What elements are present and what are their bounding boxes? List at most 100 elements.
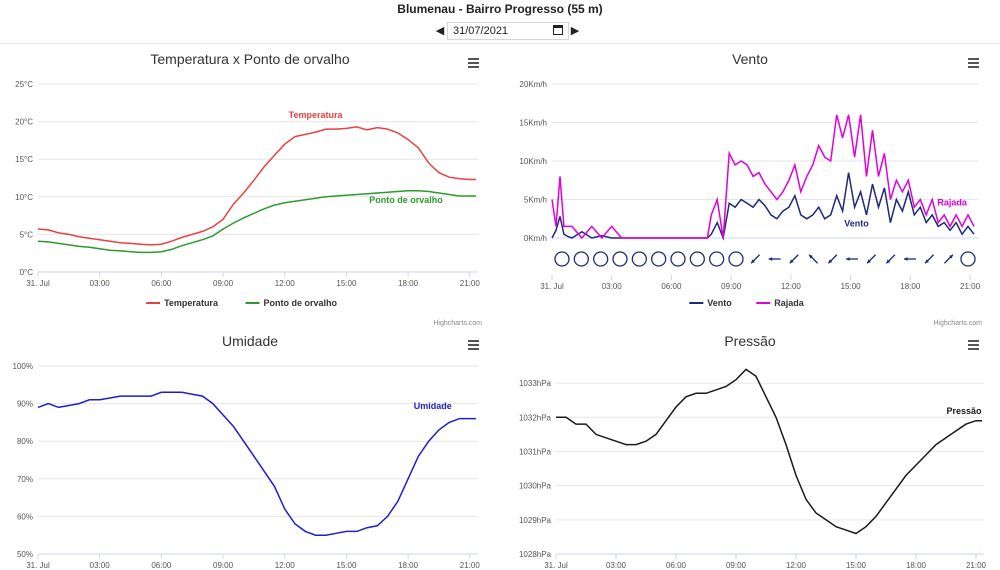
x-tick-label: 18:00 xyxy=(398,561,419,570)
series-line-rajada xyxy=(551,114,975,240)
arrow-head xyxy=(768,257,773,261)
x-tick-label: 06:00 xyxy=(151,279,172,288)
y-tick-label: 1030hPa xyxy=(519,482,552,491)
series-line-umidade xyxy=(37,391,476,536)
x-tick-label: 15:00 xyxy=(841,282,862,291)
arrow-sw-icon xyxy=(750,254,761,264)
arrow-w-icon xyxy=(904,257,916,261)
chart-title: Vento xyxy=(732,51,768,67)
series-label: Pressão xyxy=(946,406,982,416)
menu-icon-bar xyxy=(968,58,979,60)
x-tick-label: 31. Jul xyxy=(26,279,50,288)
chart-title: Pressão xyxy=(724,333,776,349)
x-tick-label: 21:00 xyxy=(966,561,987,570)
arrow-sw-icon xyxy=(866,254,877,264)
x-tick-label: 15:00 xyxy=(336,561,357,570)
y-tick-label: 1029hPa xyxy=(519,516,552,525)
menu-icon-bar xyxy=(468,340,479,342)
arrow-w-icon xyxy=(768,257,781,261)
x-tick-label: 31. Jul xyxy=(544,561,568,570)
y-tick-label: 1032hPa xyxy=(519,413,552,422)
menu-icon-bar xyxy=(968,348,979,350)
y-tick-label: 15Km/h xyxy=(519,119,547,128)
chart-umidade: Umidade 50% 60% 70% 80% 90% 100% 31. Jul 03:00 06… xyxy=(13,333,481,570)
x-tick-label: 12:00 xyxy=(275,279,296,288)
date-input[interactable]: 31/07/2021 xyxy=(447,22,569,40)
series-line-temperatura xyxy=(37,126,476,246)
calm-icon xyxy=(612,251,628,267)
x-tick-label: 21:00 xyxy=(460,561,481,570)
arrow-sw-icon xyxy=(789,254,799,264)
y-tick-label: 70% xyxy=(17,475,33,484)
series-label: Ponto de orvalho xyxy=(369,195,443,205)
date-value: 31/07/2021 xyxy=(453,25,509,37)
y-tick-label: 10Km/h xyxy=(519,157,547,166)
calendar-icon[interactable] xyxy=(553,25,563,35)
y-tick-label: 1028hPa xyxy=(519,550,552,559)
x-tick-label: 21:00 xyxy=(460,279,481,288)
calm-icon xyxy=(651,251,667,267)
header-divider xyxy=(0,43,1000,44)
menu-icon-bar xyxy=(468,344,479,346)
x-tick-label: 18:00 xyxy=(398,279,419,288)
arrow-w-icon xyxy=(846,257,858,261)
panel-vento: Vento 0Km/h 5Km/h 10Km/h 15Km/h 20Km/h 31. Jul… xyxy=(500,44,1000,328)
y-tick-label: 25°C xyxy=(15,80,33,89)
calm-icon xyxy=(670,251,686,267)
caret-left-icon[interactable]: ◀ xyxy=(435,25,445,37)
series-line-pressão xyxy=(556,368,982,535)
menu-icon-bar xyxy=(968,66,979,68)
menu-icon-bar xyxy=(968,344,979,346)
y-tick-label: 60% xyxy=(17,512,33,521)
x-tick-label: 06:00 xyxy=(661,282,682,291)
menu-icon-bar xyxy=(968,340,979,342)
chart-temperatura: Temperatura x Ponto de orvalho 0°C 5°C 10°C… xyxy=(15,51,482,327)
menu-icon[interactable] xyxy=(968,58,979,68)
y-tick-label: 90% xyxy=(17,400,33,409)
chart-title: Temperatura x Ponto de orvalho xyxy=(150,51,349,67)
menu-icon-bar xyxy=(968,62,979,64)
series-line-ponto-de-orvalho xyxy=(37,190,476,254)
arrow-head xyxy=(925,259,929,264)
y-tick-label: 10°C xyxy=(15,193,33,202)
y-tick-label: 80% xyxy=(17,437,33,446)
y-tick-label: 0°C xyxy=(20,268,34,277)
y-tick-label: 15°C xyxy=(15,155,33,164)
legend-item[interactable]: Temperatura xyxy=(146,298,219,308)
legend-label: Ponto de orvalho xyxy=(264,298,338,308)
x-tick-label: 15:00 xyxy=(846,561,867,570)
legend-item[interactable]: Ponto de orvalho xyxy=(245,298,338,308)
caret-right-icon[interactable]: ▶ xyxy=(570,25,580,37)
x-tick-label: 09:00 xyxy=(726,561,747,570)
calm-icon xyxy=(689,251,705,267)
arrow-head xyxy=(789,259,794,264)
arrow-sw-icon xyxy=(924,254,935,264)
x-tick-label: 12:00 xyxy=(781,282,802,291)
series-label: Umidade xyxy=(414,401,452,411)
chart-title: Umidade xyxy=(222,333,278,349)
chart-pressao: Pressão 1028hPa 1029hPa 1030hPa 1031hPa 1032h… xyxy=(519,333,987,570)
legend-item[interactable]: Vento xyxy=(689,298,732,308)
y-tick-label: 0Km/h xyxy=(524,234,547,243)
x-tick-label: 31. Jul xyxy=(540,282,564,291)
chart-vento: Vento 0Km/h 5Km/h 10Km/h 15Km/h 20Km/h 31. Jul… xyxy=(519,51,982,327)
menu-icon[interactable] xyxy=(468,58,479,68)
menu-icon[interactable] xyxy=(468,340,479,350)
credits-link: Highcharts.com xyxy=(933,320,982,327)
calm-icon xyxy=(631,251,647,267)
legend-item[interactable]: Rajada xyxy=(756,298,805,308)
arrow-ne-icon xyxy=(943,254,954,264)
series-line-vento xyxy=(551,172,975,241)
arrow-head xyxy=(949,254,953,259)
arrow-nw-icon xyxy=(808,254,819,264)
x-tick-label: 03:00 xyxy=(90,279,111,288)
menu-icon[interactable] xyxy=(968,340,979,350)
x-tick-label: 15:00 xyxy=(336,279,357,288)
panel-temperatura: Temperatura x Ponto de orvalho 0°C 5°C 10°C… xyxy=(0,44,500,328)
arrow-head xyxy=(904,257,908,261)
calm-icon xyxy=(554,251,570,267)
arrow-head xyxy=(886,259,891,264)
y-tick-label: 5°C xyxy=(20,230,34,239)
x-tick-label: 03:00 xyxy=(90,561,111,570)
x-tick-label: 03:00 xyxy=(606,561,627,570)
